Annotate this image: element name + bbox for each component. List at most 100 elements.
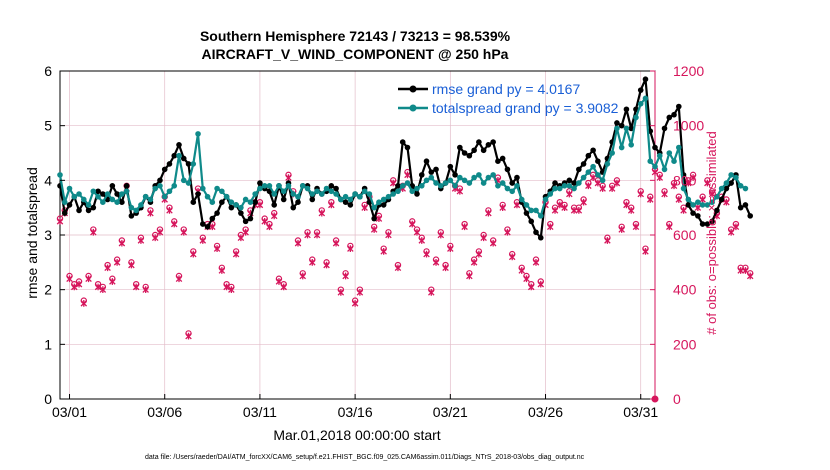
obs-assimilated-point (228, 286, 235, 294)
totalspread-point (438, 183, 444, 189)
totalspread-point (723, 180, 730, 186)
totalspread-point (656, 152, 663, 159)
obs-assimilated-point (175, 275, 183, 283)
totalspread-point (614, 125, 620, 132)
totalspread-point (271, 191, 278, 197)
obs-assimilated-point (480, 234, 487, 242)
obs-assimilated-point (99, 286, 107, 294)
rmse-point (161, 166, 168, 173)
obs-assimilated-point (137, 237, 145, 244)
obs-assimilated-point (432, 258, 440, 266)
totalspread-point (623, 125, 630, 132)
y-axis-left-label: rmse and totalspread (24, 167, 40, 299)
rmse-point (85, 207, 92, 214)
rmse-point (676, 103, 682, 110)
obs-assimilated-point (285, 174, 292, 181)
rmse-point (433, 166, 439, 173)
rmse-point (242, 218, 249, 225)
obs-assimilated-point (413, 228, 421, 236)
rmse-point (523, 210, 530, 216)
rmse-point (614, 120, 620, 126)
totalspread-point (447, 177, 454, 184)
totalspread-point (247, 199, 254, 205)
rmse-point (533, 229, 539, 236)
obs-assimilated-point (85, 275, 92, 283)
x-tick-label: 03/06 (147, 404, 182, 420)
obs-assimilated-point (342, 272, 349, 280)
obs-assimilated-point (732, 223, 740, 231)
obs-assimilated-point (499, 204, 506, 212)
totalspread-point (81, 196, 87, 203)
legend-totalspread-label: totalspread grand py = 3.9082 (432, 100, 619, 116)
rmse-point (61, 210, 68, 216)
rmse-point (447, 163, 454, 170)
rmse-point (457, 144, 463, 151)
rmse-point (119, 199, 125, 205)
obs-assimilated-point (447, 245, 454, 253)
totalspread-point (71, 193, 78, 200)
totalspread-point (242, 196, 249, 203)
obs-assimilated-point (727, 228, 735, 236)
rmse-point (642, 76, 649, 82)
totalspread-point (695, 199, 701, 205)
rmse-point (709, 218, 715, 225)
obs-assimilated-point (566, 190, 573, 198)
rmse-point (214, 210, 220, 216)
totalspread-point (185, 180, 192, 186)
totalspread-point (633, 114, 639, 121)
totalspread-point (728, 172, 734, 178)
rmse-point (685, 202, 692, 208)
obs-assimilated-point (613, 179, 621, 187)
totalspread-point (342, 193, 349, 200)
obs-assimilated-point (423, 250, 430, 258)
obs-assimilated-point (585, 182, 592, 190)
totalspread-point (528, 207, 535, 214)
totalspread-point (547, 191, 554, 197)
totalspread-point (257, 185, 263, 192)
legend-rmse-label: rmse grand py = 4.0167 (432, 81, 580, 97)
rmse-point (238, 210, 244, 216)
totalspread-point (537, 213, 544, 219)
obs-assimilated-point (646, 196, 654, 203)
obs-assimilated-point (332, 239, 340, 247)
obs-assimilated-point (328, 201, 335, 209)
totalspread-point (499, 180, 506, 186)
obs-assimilated-point (723, 198, 730, 206)
totalspread-point (171, 183, 178, 189)
rmse-point (476, 139, 482, 145)
rmse-point (490, 139, 496, 145)
data-file-footnote: data file: /Users/raeder/DAI/ATM_forcXX/… (145, 454, 585, 461)
obs-assimilated-point (242, 228, 249, 236)
obs-assimilated-point (404, 171, 411, 179)
y-left-tick-label: 3 (44, 227, 52, 243)
rmse-point (380, 202, 387, 208)
totalspread-point (285, 183, 292, 189)
obs-assimilated-point (394, 264, 402, 272)
obs-assimilated-point (142, 286, 149, 294)
totalspread-point (166, 188, 173, 195)
obs-assimilated-point (356, 289, 364, 296)
totalspread-point (423, 177, 430, 184)
rmse-point (499, 155, 506, 162)
tick-labels: 0 1 2 3 4 5 6 0 200 400 600 800 1000 1200 03/01 03/06 03… (44, 63, 704, 420)
rmse-point (128, 213, 135, 219)
rmse-point (247, 215, 254, 222)
totalspread-point (314, 188, 320, 195)
y-left-tick-label: 4 (44, 172, 52, 188)
y-right-tick-label: 600 (673, 227, 697, 243)
rmse-point (333, 185, 339, 192)
totalspread-point (200, 185, 206, 192)
totalspread-point (523, 202, 530, 208)
totalspread-point (737, 183, 744, 189)
totalspread-point (557, 185, 563, 192)
totalspread-point (590, 163, 596, 170)
totalspread-point (119, 191, 125, 197)
totalspread-point (685, 196, 692, 203)
totalspread-point (409, 188, 416, 195)
obs-assimilated-point (651, 168, 659, 176)
y-left-tick-label: 6 (44, 63, 52, 79)
totalspread-point (209, 199, 216, 205)
obs-assimilated-point (627, 207, 635, 214)
obs-assimilated-point (318, 209, 326, 217)
